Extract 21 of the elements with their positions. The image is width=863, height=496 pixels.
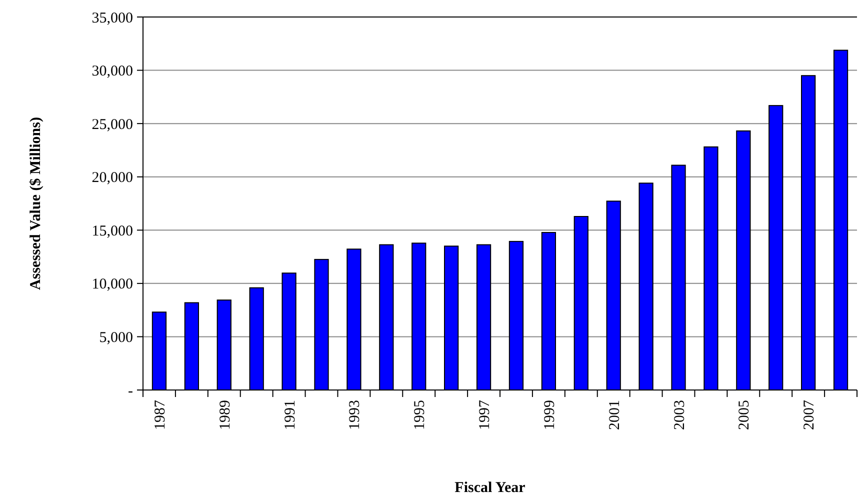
y-tick-label: 5,000 <box>99 330 133 346</box>
x-tick-label: 1989 <box>217 400 234 430</box>
x-tick-label: 1987 <box>152 400 168 430</box>
x-axis-title: Fiscal Year <box>454 480 526 496</box>
y-tick-label: 25,000 <box>92 116 133 133</box>
x-tick-label: 2001 <box>606 400 623 430</box>
x-tick-label: 1995 <box>412 400 428 430</box>
x-tick-label: 2007 <box>802 400 818 430</box>
x-tick-label: 2005 <box>736 400 753 430</box>
y-axis-title: Assessed Value ($ Millions) <box>28 117 44 290</box>
y-tick-label: 20,000 <box>92 170 133 186</box>
y-tick-label: 35,000 <box>92 10 133 26</box>
y-tick-label: - <box>128 383 133 400</box>
y-tick-label: 10,000 <box>92 276 133 293</box>
x-tick-label: 1999 <box>542 400 558 430</box>
y-tick-label: 30,000 <box>92 64 133 80</box>
x-tick-label: 1993 <box>347 400 364 430</box>
x-tick-label: 1997 <box>477 400 494 430</box>
x-tick-label: 1991 <box>282 400 298 430</box>
y-tick-label: 15,000 <box>92 223 133 240</box>
x-tick-label: 2003 <box>672 400 688 430</box>
